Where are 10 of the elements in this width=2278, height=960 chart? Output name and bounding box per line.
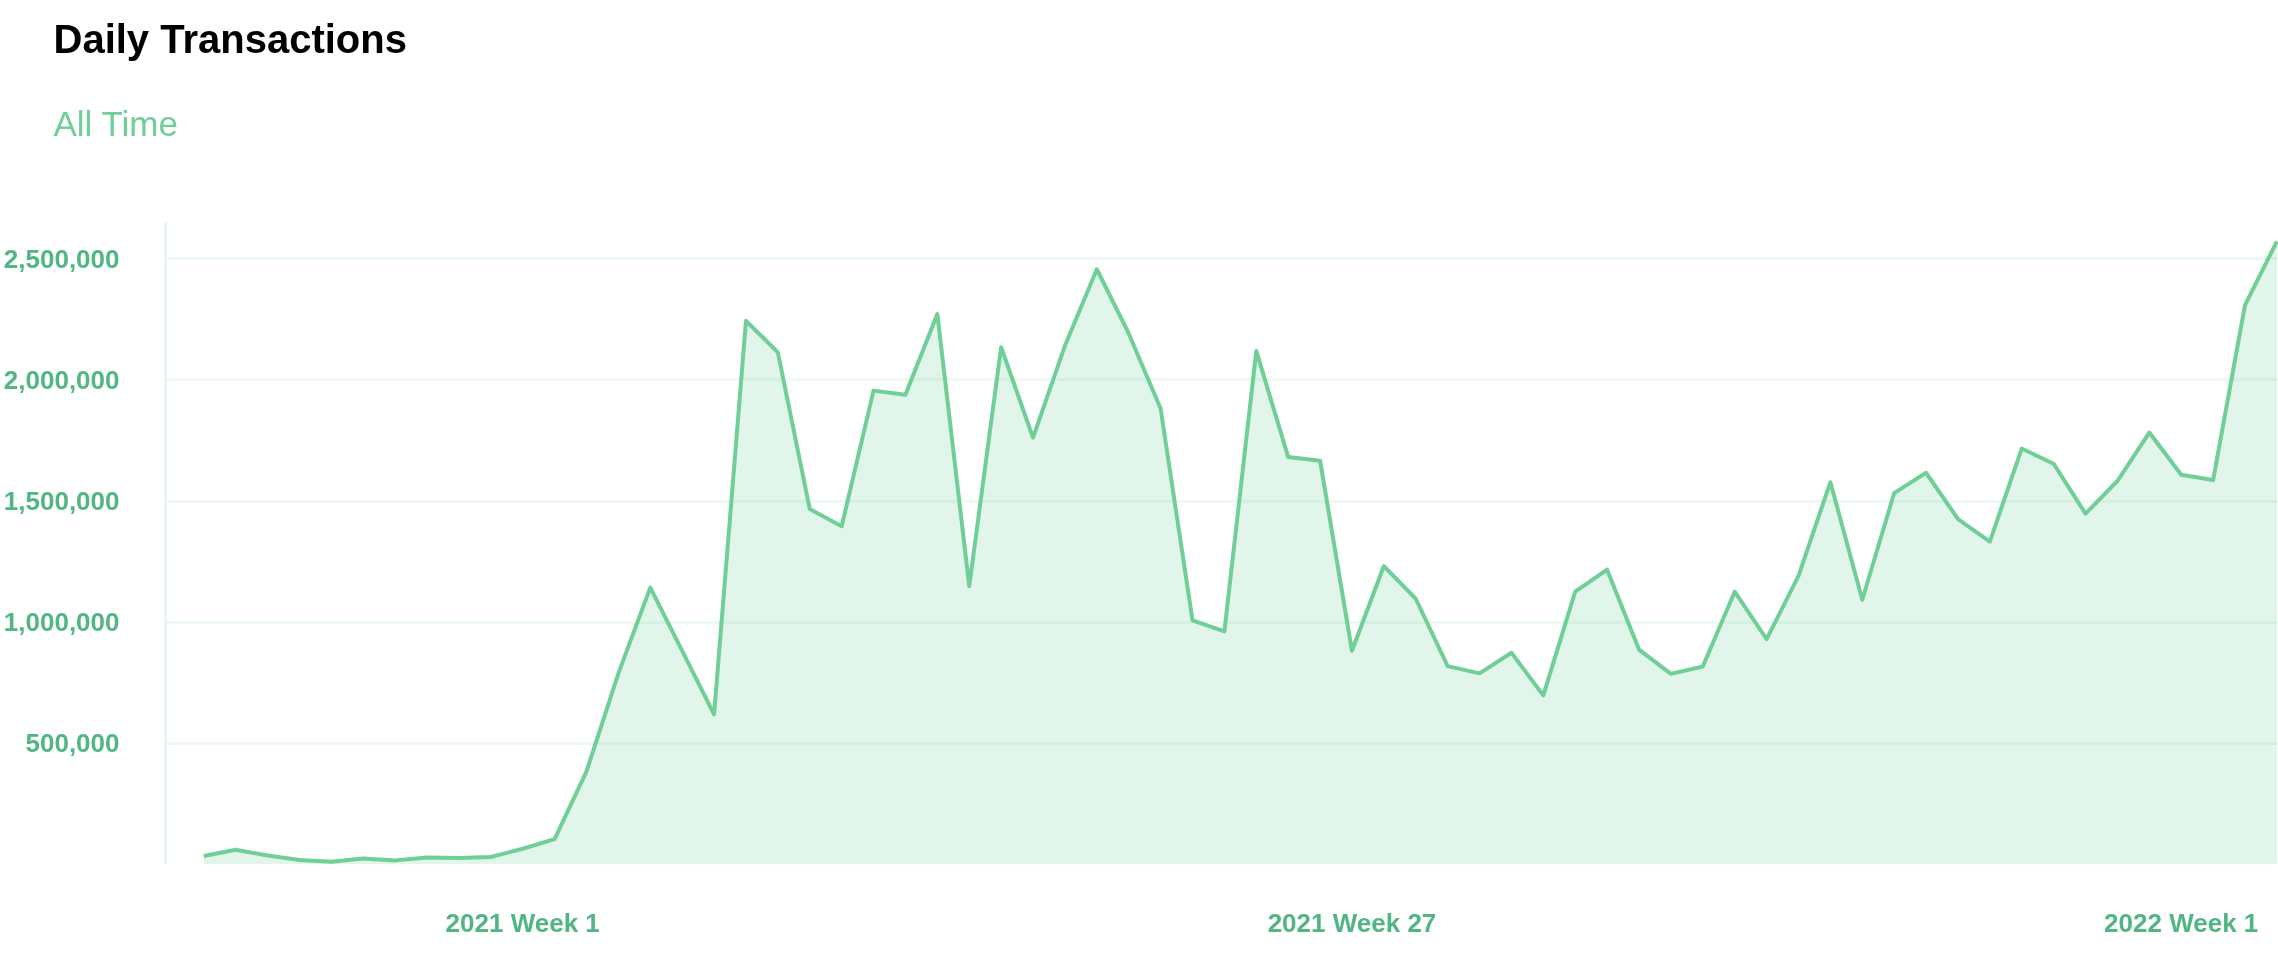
y-tick-label: 1,500,000 <box>3 486 120 517</box>
y-tick-label: 2,000,000 <box>3 364 120 395</box>
y-tick-label: 1,000,000 <box>3 607 120 638</box>
x-tick-label: 2021 Week 27 <box>1267 907 1437 938</box>
y-tick-label: 2,500,000 <box>3 243 120 274</box>
x-tick-label: 2022 Week 1 <box>2104 907 2259 938</box>
chart-title: Daily Transactions <box>53 16 407 61</box>
x-tick-label: 2021 Week 1 <box>445 907 600 938</box>
y-tick-label: 500,000 <box>25 728 120 759</box>
chart-subtitle: All Time <box>53 103 178 143</box>
